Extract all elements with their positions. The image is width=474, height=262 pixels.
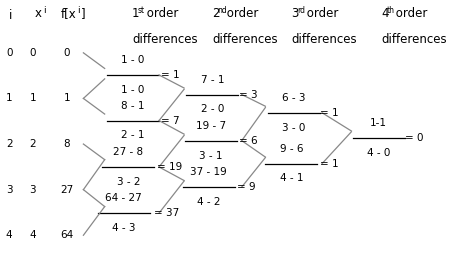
Text: = 1: = 1 [319,159,338,168]
Text: = 7: = 7 [161,116,180,125]
Text: 4 - 3: 4 - 3 [112,223,135,233]
Text: 8 - 1: 8 - 1 [121,101,145,111]
Text: 1: 1 [64,94,70,103]
Text: 2 - 1: 2 - 1 [121,130,145,140]
Text: order: order [392,7,428,20]
Text: 8: 8 [64,139,70,149]
Text: differences: differences [381,33,447,46]
Text: f[x: f[x [61,7,77,20]
Text: rd: rd [297,6,305,15]
Text: 64: 64 [60,230,73,240]
Text: 2: 2 [212,7,219,20]
Text: differences: differences [132,33,198,46]
Text: = 6: = 6 [239,136,258,146]
Text: 3 - 2: 3 - 2 [117,177,140,187]
Text: 37 - 19: 37 - 19 [190,167,227,177]
Text: 1-1: 1-1 [370,118,387,128]
Text: order: order [303,7,338,20]
Text: 1: 1 [132,7,139,20]
Text: 2: 2 [29,139,36,149]
Text: order: order [144,7,179,20]
Text: 1: 1 [6,94,12,103]
Text: 0: 0 [29,48,36,58]
Text: 19 - 7: 19 - 7 [196,121,226,131]
Text: 4: 4 [29,230,36,240]
Text: 4: 4 [381,7,389,20]
Text: = 9: = 9 [237,182,255,192]
Text: 3 - 1: 3 - 1 [199,151,223,161]
Text: 64 - 27: 64 - 27 [105,193,142,203]
Text: ]: ] [81,7,85,20]
Text: = 19: = 19 [156,162,182,172]
Text: 27 - 8: 27 - 8 [113,147,143,157]
Text: 2 - 0: 2 - 0 [201,105,224,114]
Text: 3: 3 [29,185,36,195]
Text: 4 - 2: 4 - 2 [197,197,220,207]
Text: 4 - 1: 4 - 1 [280,173,303,183]
Text: st: st [138,6,145,15]
Text: = 37: = 37 [155,208,180,218]
Text: 2: 2 [6,139,12,149]
Text: 0: 0 [64,48,70,58]
Text: = 1: = 1 [319,108,338,118]
Text: 7 - 1: 7 - 1 [201,75,224,85]
Text: 1 - 0: 1 - 0 [121,85,145,95]
Text: i: i [43,6,46,15]
Text: 6 - 3: 6 - 3 [282,93,305,103]
Text: 3 - 0: 3 - 0 [282,123,305,133]
Text: x: x [35,7,42,20]
Text: 0: 0 [6,48,12,58]
Text: = 3: = 3 [239,90,258,100]
Text: 9 - 6: 9 - 6 [280,144,303,154]
Text: differences: differences [292,33,357,46]
Text: i: i [9,8,12,21]
Text: differences: differences [212,33,278,46]
Text: i: i [77,6,80,15]
Text: nd: nd [218,6,228,15]
Text: 4 - 0: 4 - 0 [367,148,391,158]
Text: = 0: = 0 [405,133,423,143]
Text: 3: 3 [6,185,12,195]
Text: 27: 27 [60,185,73,195]
Text: 1: 1 [29,94,36,103]
Text: 4: 4 [6,230,12,240]
Text: 3: 3 [292,7,299,20]
Text: order: order [223,7,259,20]
Text: 1 - 0: 1 - 0 [121,55,145,65]
Text: th: th [387,6,395,15]
Text: = 1: = 1 [161,70,180,80]
